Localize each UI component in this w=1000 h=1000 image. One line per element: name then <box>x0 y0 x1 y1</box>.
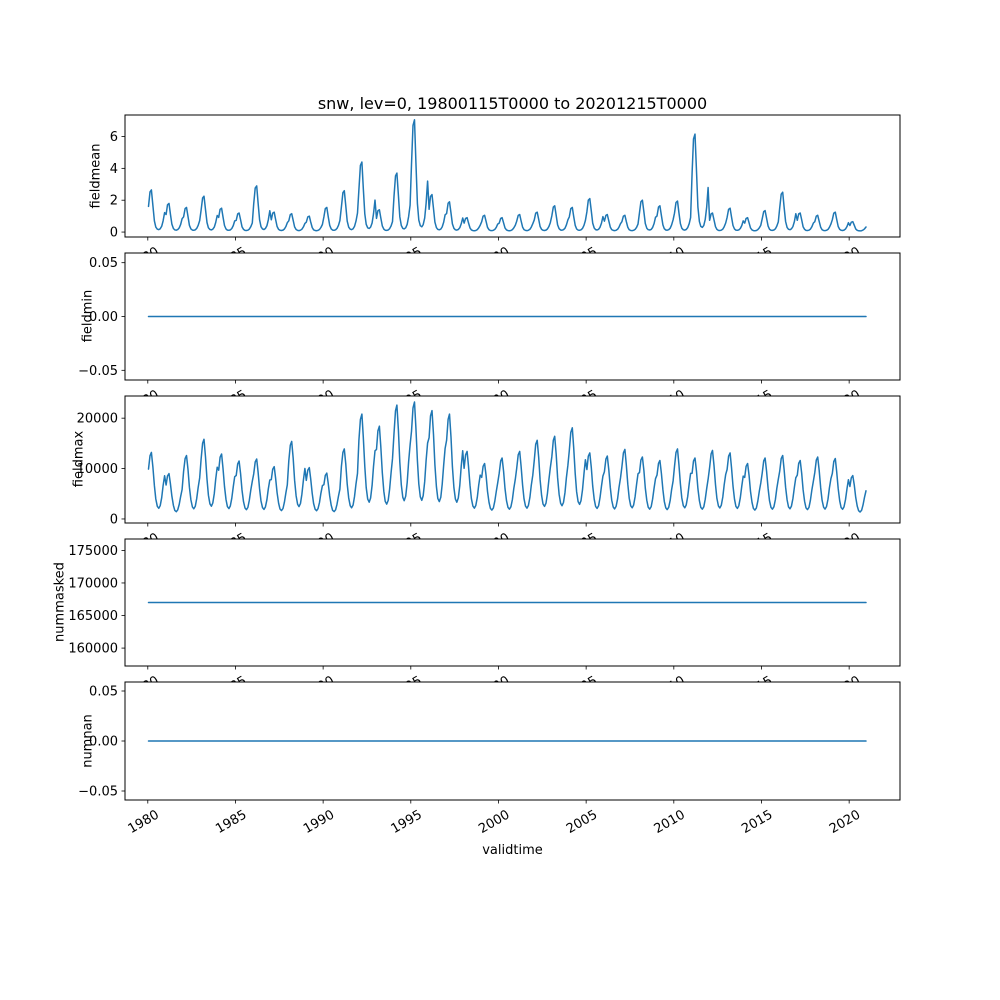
x-tick-label: 1985 <box>213 807 249 837</box>
y-axis-label-fieldmin: fieldmin <box>80 289 96 343</box>
line-series-fieldmean <box>147 119 867 232</box>
subplot-fieldmax: 1980198519901995200020052010201520200100… <box>77 395 901 560</box>
y-tick-label: 165000 <box>68 609 118 624</box>
x-tick-label: 2010 <box>652 807 688 837</box>
y-axis-label-fieldmean: fieldmean <box>88 143 104 209</box>
subplot-nummasked: 1980198519901995200020052010201520201600… <box>68 538 901 703</box>
y-tick-label: 4 <box>110 162 118 177</box>
y-tick-label: −0.05 <box>78 785 118 800</box>
axes-frame <box>124 114 901 238</box>
x-axis-label: validtime <box>482 843 543 858</box>
line-series-fieldmax <box>147 401 867 513</box>
chart-title: snw, lev=0, 19800115T0000 to 20201215T00… <box>317 94 708 113</box>
y-tick-label: 175000 <box>68 544 118 559</box>
y-tick-label: 0 <box>110 226 118 241</box>
subplot-fieldmin: 198019851990199520002005201020152020−0.0… <box>78 252 901 417</box>
y-tick-label: 0.05 <box>89 685 118 700</box>
y-tick-label: 6 <box>110 130 118 145</box>
y-tick-label: 2 <box>110 194 118 209</box>
y-tick-label: 0.05 <box>89 256 118 271</box>
y-tick-label: −0.05 <box>78 364 118 379</box>
y-tick-label: 0.00 <box>89 735 118 750</box>
subplot-fieldmean: 1980198519901995200020052010201520200246 <box>110 114 901 274</box>
y-tick-label: 170000 <box>68 576 118 591</box>
x-tick-label: 2020 <box>827 807 863 837</box>
x-tick-label: 2000 <box>476 807 512 837</box>
x-tick-label: 2005 <box>564 807 600 837</box>
y-tick-label: 10000 <box>77 462 118 477</box>
y-tick-label: 20000 <box>77 412 118 427</box>
x-tick-label: 1995 <box>389 807 425 837</box>
subplot-numnan: 1980 1985 1990 1995 2000 2005 2010 2015 2020 −0.0… <box>78 681 901 837</box>
x-tick-label: 1990 <box>301 807 337 837</box>
y-tick-label: 0.00 <box>89 310 118 325</box>
x-tick-label: 2015 <box>739 807 775 837</box>
y-axis-label-fieldmax: fieldmax <box>71 430 87 488</box>
y-tick-label: 160000 <box>68 642 118 657</box>
y-tick-label: 0 <box>110 512 118 527</box>
y-axis-label-nummasked: nummasked <box>52 562 68 642</box>
y-axis-label-numnan: numnan <box>80 714 96 768</box>
x-tick-label: 1980 <box>126 807 162 837</box>
